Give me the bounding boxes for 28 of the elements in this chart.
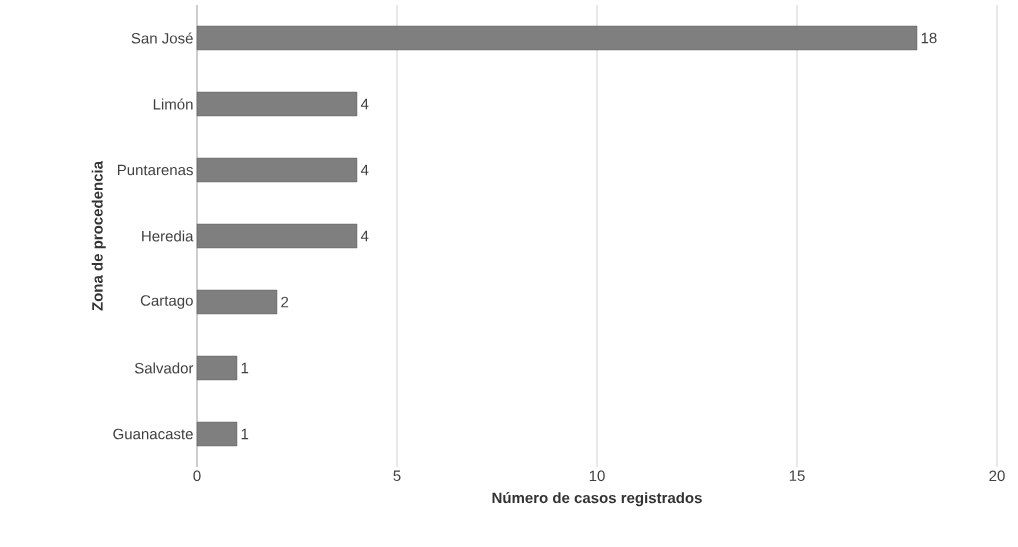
y-axis-title: Zona de procedencia xyxy=(91,160,106,311)
y-tick-label: Puntarenas xyxy=(117,164,193,176)
y-tick-label: San José xyxy=(131,32,193,44)
bar xyxy=(196,157,358,183)
y-tick-label: Guanacaste xyxy=(113,428,193,440)
x-tick-label: 0 xyxy=(193,470,201,482)
bar xyxy=(196,289,278,315)
bar xyxy=(196,91,358,117)
bar xyxy=(196,25,918,51)
bar xyxy=(196,223,358,249)
data-label: 1 xyxy=(241,362,249,374)
x-tick-label: 15 xyxy=(789,470,805,481)
y-tick-label: Limón xyxy=(153,98,193,110)
y-tick-label: Heredia xyxy=(142,230,194,242)
data-label: 2 xyxy=(281,296,289,308)
y-tick-label: Cartago xyxy=(140,295,193,309)
data-label: 18 xyxy=(921,32,937,44)
data-label: 4 xyxy=(360,164,369,176)
x-tick-label: 10 xyxy=(589,470,605,482)
x-axis-title: Número de casos registrados xyxy=(492,492,702,507)
data-label: 4 xyxy=(360,230,369,242)
data-label: 4 xyxy=(360,98,369,110)
bar xyxy=(196,421,238,447)
data-label: 1 xyxy=(241,428,249,440)
x-tick-label: 20 xyxy=(989,470,1005,482)
y-tick-label: Salvador xyxy=(134,362,194,374)
x-tick-label: 5 xyxy=(393,470,401,481)
bar xyxy=(196,355,238,381)
